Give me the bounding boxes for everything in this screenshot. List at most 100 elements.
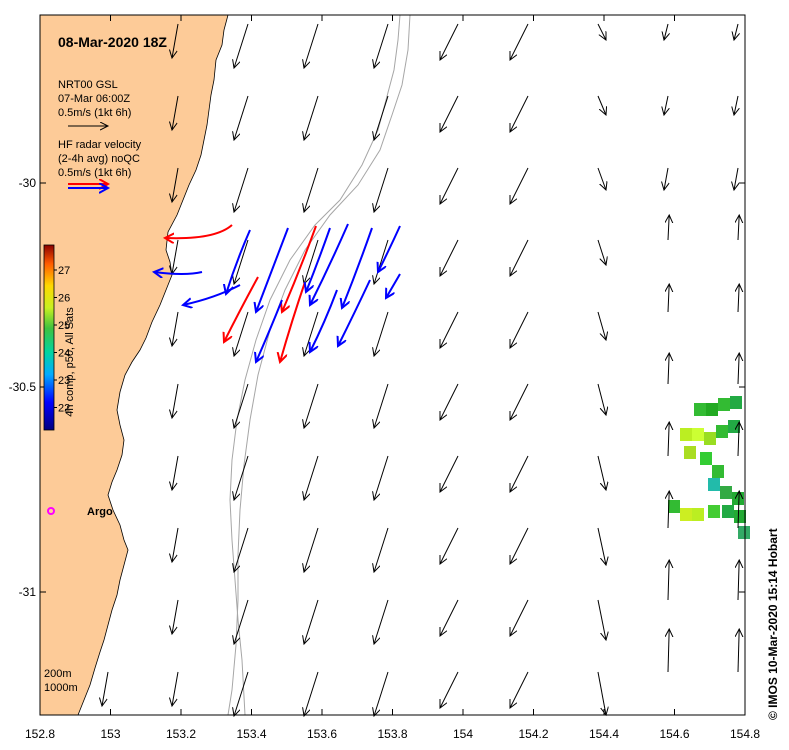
current-arrow bbox=[172, 383, 179, 418]
current-arrow bbox=[172, 527, 179, 562]
x-tick-label: 152.8 bbox=[25, 727, 55, 741]
current-arrow bbox=[440, 311, 459, 348]
current-arrow bbox=[738, 353, 739, 385]
current-arrow bbox=[304, 23, 319, 68]
colorbar-tick-label: 22 bbox=[58, 403, 70, 415]
legend: NRT00 GSL 07-Mar 06:00Z 0.5m/s (1kt 6h) … bbox=[58, 79, 142, 188]
current-arrow bbox=[597, 455, 606, 490]
radar-arrow bbox=[256, 299, 283, 362]
current-arrow bbox=[304, 95, 319, 140]
current-arrow bbox=[440, 167, 459, 204]
colorbar-scale bbox=[43, 244, 55, 431]
current-arrow bbox=[440, 95, 459, 132]
current-arrow bbox=[664, 23, 668, 40]
colorbar-tick-label: 25 bbox=[58, 320, 70, 332]
current-arrow bbox=[738, 422, 739, 457]
current-arrow bbox=[510, 455, 529, 492]
current-arrow bbox=[172, 167, 179, 202]
sst-cell bbox=[720, 486, 732, 499]
sst-cell bbox=[738, 526, 750, 539]
current-arrow bbox=[374, 239, 389, 284]
sst-cell bbox=[692, 428, 704, 441]
sst-cell bbox=[706, 403, 718, 416]
current-arrow bbox=[440, 383, 459, 420]
legend-radar-scale: 0.5m/s (1kt 6h) bbox=[58, 167, 131, 179]
sst-cell bbox=[722, 505, 734, 518]
argo-float-marker bbox=[47, 507, 55, 515]
sst-cell bbox=[728, 420, 740, 433]
current-arrow bbox=[664, 95, 668, 115]
current-arrow bbox=[102, 671, 109, 706]
legend-radar-name: HF radar velocity bbox=[58, 139, 142, 151]
sst-cell bbox=[734, 510, 746, 523]
current-arrow bbox=[597, 671, 606, 715]
current-arrow bbox=[172, 599, 179, 634]
x-tick-label: 154.8 bbox=[730, 727, 760, 741]
current-arrow bbox=[597, 239, 606, 265]
x-tick-label: 154.6 bbox=[659, 727, 689, 741]
current-arrow bbox=[374, 23, 389, 68]
radar-red-arrows bbox=[165, 224, 317, 362]
x-tick-label: 154.4 bbox=[589, 727, 619, 741]
current-arrow bbox=[738, 215, 739, 241]
colorbar-tick-label: 23 bbox=[58, 375, 70, 387]
y-axis-labels: -30 -30.5 -31 bbox=[9, 176, 37, 599]
current-arrow bbox=[374, 95, 389, 140]
current-arrow bbox=[304, 239, 319, 284]
current-arrow bbox=[668, 284, 669, 313]
x-tick-label: 153.8 bbox=[377, 727, 407, 741]
current-arrow bbox=[374, 383, 389, 428]
current-arrow bbox=[234, 167, 249, 212]
sst-cell bbox=[680, 508, 692, 521]
radar-arrow bbox=[310, 289, 338, 352]
current-arrow bbox=[734, 167, 738, 190]
radar-arrow bbox=[280, 281, 306, 362]
current-arrow bbox=[738, 491, 739, 529]
current-arrow bbox=[374, 671, 389, 716]
x-tick-label: 154 bbox=[453, 727, 473, 741]
current-arrow bbox=[510, 671, 529, 708]
current-arrow bbox=[374, 167, 389, 212]
sst-cell bbox=[704, 432, 716, 445]
current-arrow bbox=[597, 23, 606, 40]
radar-arrow bbox=[386, 273, 401, 298]
x-tick-label: 153.2 bbox=[166, 727, 196, 741]
current-arrow bbox=[510, 23, 529, 60]
current-arrow bbox=[738, 284, 739, 313]
sst-cell bbox=[708, 478, 720, 491]
current-arrow bbox=[597, 167, 606, 190]
isobath-1000m bbox=[227, 14, 411, 716]
current-arrow bbox=[172, 671, 179, 706]
sst-cell bbox=[680, 428, 692, 441]
radar-arrow bbox=[378, 225, 401, 272]
radar-arrow bbox=[165, 224, 233, 238]
map-title: 08-Mar-2020 18Z bbox=[58, 34, 167, 50]
current-arrow bbox=[172, 23, 179, 58]
radar-arrow bbox=[154, 272, 203, 274]
current-arrow bbox=[234, 311, 249, 356]
current-arrow bbox=[440, 599, 459, 636]
current-arrow bbox=[738, 560, 739, 601]
sst-cell bbox=[694, 403, 706, 416]
current-arrow bbox=[234, 455, 249, 500]
current-arrow bbox=[304, 311, 319, 356]
radar-arrow bbox=[338, 279, 371, 346]
x-tick-label: 153.4 bbox=[236, 727, 266, 741]
current-arrow bbox=[510, 527, 529, 564]
current-arrow bbox=[234, 527, 249, 572]
current-arrow bbox=[374, 311, 389, 356]
current-arrow bbox=[738, 629, 739, 673]
x-tick-label: 153 bbox=[100, 727, 120, 741]
current-arrow bbox=[510, 239, 529, 276]
current-arrow bbox=[597, 95, 606, 115]
current-arrow bbox=[304, 599, 319, 644]
colorbar-label: 4h comp, p50, All Sats bbox=[64, 307, 76, 417]
current-arrow bbox=[172, 311, 179, 346]
legend-model-time: 07-Mar 06:00Z bbox=[58, 93, 130, 105]
sst-cell bbox=[712, 465, 724, 478]
argo-label: Argo bbox=[87, 506, 113, 518]
current-arrow bbox=[664, 167, 668, 190]
current-arrow bbox=[597, 527, 606, 565]
sst-cell bbox=[732, 492, 744, 505]
current-arrow bbox=[510, 95, 529, 132]
